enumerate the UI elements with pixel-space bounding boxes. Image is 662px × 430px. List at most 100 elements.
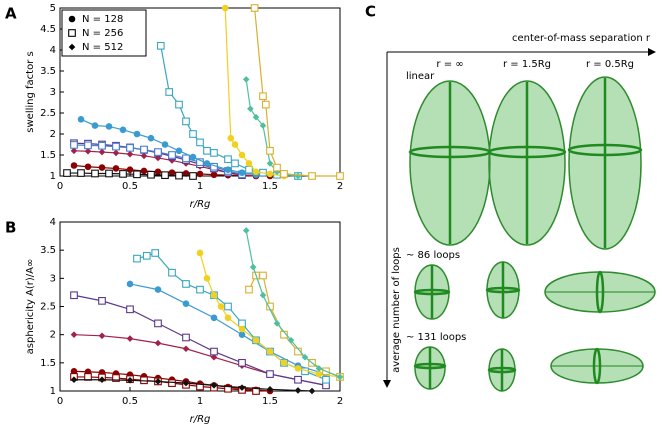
marker [98, 297, 106, 305]
marker [105, 123, 113, 130]
column-label: r = 0.5Rg [586, 59, 634, 70]
marker [250, 4, 259, 12]
marker [151, 249, 160, 257]
marker [156, 41, 165, 50]
marker [140, 152, 148, 160]
marker [91, 169, 99, 178]
marker [294, 387, 302, 394]
marker [266, 348, 274, 355]
marker [189, 153, 197, 161]
marker [217, 303, 225, 310]
marker [238, 169, 246, 176]
marker [322, 375, 330, 384]
marker [259, 291, 267, 299]
marker [252, 113, 260, 121]
series-line [248, 274, 341, 378]
marker [203, 146, 211, 155]
marker [182, 154, 190, 163]
marker [261, 100, 270, 109]
marker [308, 387, 316, 395]
row-label: ~ 86 loops [406, 250, 460, 261]
marker [182, 333, 190, 342]
marker [126, 144, 134, 152]
marker [70, 376, 78, 384]
marker [84, 163, 92, 171]
marker [105, 169, 113, 178]
marker [154, 148, 162, 156]
marker [238, 331, 246, 338]
marker [210, 149, 218, 157]
marker [266, 170, 274, 178]
marker [68, 15, 76, 23]
marker [68, 43, 76, 51]
legend-label: N = 128 [82, 14, 123, 25]
marker [182, 300, 190, 307]
marker [133, 130, 141, 138]
marker [273, 163, 281, 172]
marker [280, 359, 288, 367]
row-label: ~ 131 loops [406, 332, 466, 343]
marker [126, 150, 134, 158]
y-tick-label: 1 [50, 386, 56, 397]
marker [266, 386, 274, 393]
y-tick-label: 2 [50, 129, 56, 140]
y-tick-label: 4 [50, 217, 56, 228]
marker [224, 384, 232, 393]
marker [294, 375, 302, 384]
series-line [67, 172, 194, 177]
marker [133, 254, 141, 263]
marker [224, 302, 232, 311]
series-line [136, 252, 327, 381]
marker [245, 285, 253, 294]
marker [147, 134, 155, 142]
marker [175, 171, 183, 180]
marker [154, 378, 162, 385]
marker [210, 291, 218, 299]
y-tick-label: 3.5 [40, 66, 56, 77]
marker [224, 314, 232, 322]
marker [189, 172, 197, 180]
x-tick-label: 2 [337, 396, 343, 407]
marker [63, 169, 71, 177]
marker [203, 275, 211, 282]
marker [70, 147, 78, 155]
series-line [73, 294, 327, 386]
series-line [129, 283, 327, 375]
marker [91, 122, 99, 129]
marker [301, 353, 309, 361]
marker [147, 170, 155, 179]
x-axis-label: r/Rg [190, 199, 211, 210]
row-label: linear [406, 71, 435, 82]
marker [210, 171, 218, 179]
marker [227, 134, 235, 142]
series-line [199, 252, 341, 378]
column-label: r = ∞ [436, 59, 463, 70]
marker [266, 370, 274, 378]
marker [161, 141, 169, 148]
marker [112, 149, 120, 157]
marker [70, 291, 78, 300]
marker [336, 172, 344, 180]
marker [315, 365, 323, 372]
y-axis-label: asphericity A(r)/A∞ [25, 259, 36, 355]
marker [161, 171, 169, 180]
marker [210, 314, 218, 322]
marker [224, 166, 232, 173]
marker [224, 155, 232, 164]
marker [242, 227, 250, 234]
y-tick-label: 1 [50, 171, 56, 182]
marker [142, 251, 151, 260]
legend-label: N = 512 [82, 42, 123, 53]
ellipsoids [408, 76, 656, 392]
x-tick-label: 1 [197, 181, 203, 192]
y-tick-label: 2 [50, 330, 56, 341]
marker [210, 382, 218, 389]
series-line [224, 7, 285, 177]
marker [182, 379, 190, 387]
x-tick-label: 0.5 [122, 396, 138, 407]
y-tick-label: 3.5 [40, 245, 56, 256]
y-tick-label: 3 [50, 87, 56, 98]
marker [154, 168, 162, 176]
marker [196, 382, 204, 391]
marker [175, 147, 183, 155]
